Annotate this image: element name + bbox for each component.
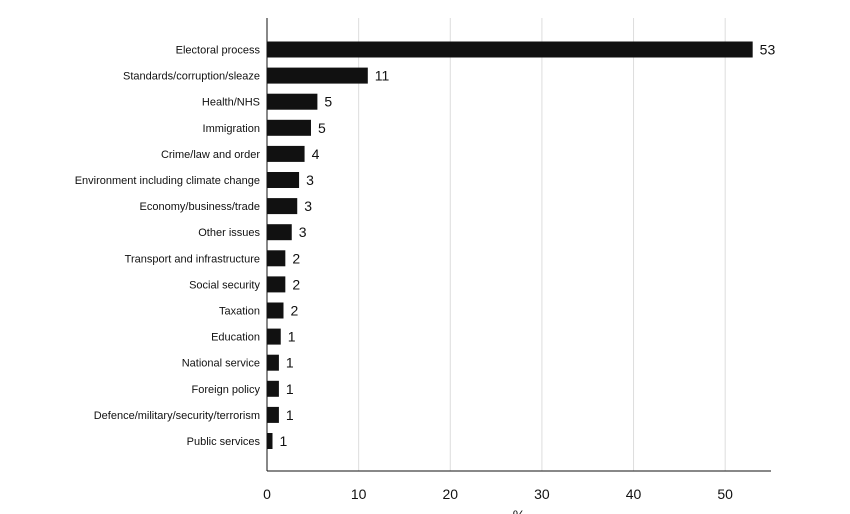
bar xyxy=(267,354,279,371)
data-label: 5 xyxy=(324,94,332,110)
category-label: Environment including climate change xyxy=(75,175,260,187)
bar xyxy=(267,145,305,162)
category-labels: Electoral process Standards/corruption/sl… xyxy=(75,45,261,449)
data-label: 3 xyxy=(306,172,314,188)
category-label: Defence/military/security/terrorism xyxy=(94,410,260,422)
x-tick-label: 50 xyxy=(717,486,733,502)
x-tick-label: 20 xyxy=(442,486,458,502)
x-tick-labels: 0 10 20 30 40 50 xyxy=(263,486,733,502)
category-label: Health/NHS xyxy=(202,97,260,109)
category-label: Transport and infrastructure xyxy=(125,253,260,265)
data-label: 2 xyxy=(292,250,300,266)
category-label: Other issues xyxy=(198,227,260,239)
bar xyxy=(267,198,298,215)
category-label: Standards/corruption/sleaze xyxy=(123,71,260,83)
bar xyxy=(267,250,286,267)
bar xyxy=(267,328,281,345)
category-label: Social security xyxy=(189,279,260,291)
x-tick-label: 30 xyxy=(534,486,550,502)
bar xyxy=(267,93,318,110)
bar xyxy=(267,67,368,84)
x-tick-label: 40 xyxy=(626,486,642,502)
data-label: 53 xyxy=(760,42,776,58)
bars xyxy=(267,41,753,449)
data-label: 1 xyxy=(288,329,296,345)
category-label: Economy/business/trade xyxy=(140,201,260,213)
x-tick-label: 10 xyxy=(351,486,367,502)
bar xyxy=(267,119,311,136)
data-label: 11 xyxy=(375,68,390,84)
bar xyxy=(267,224,292,241)
data-label: 1 xyxy=(286,381,294,397)
x-tick-label: 0 xyxy=(263,486,271,502)
bar xyxy=(267,406,279,423)
category-label: Taxation xyxy=(219,306,260,318)
x-axis-title: % xyxy=(513,507,525,514)
bar xyxy=(267,172,300,188)
data-label: 3 xyxy=(299,224,307,240)
axes xyxy=(266,18,771,472)
category-label: Education xyxy=(211,332,260,344)
data-label: 3 xyxy=(304,198,312,214)
bar xyxy=(267,41,753,58)
data-label: 2 xyxy=(290,303,298,319)
category-label: Electoral process xyxy=(176,45,261,57)
bar xyxy=(267,276,286,293)
category-label: Crime/law and order xyxy=(161,149,260,161)
grid-lines xyxy=(358,18,726,471)
bar xyxy=(267,302,284,319)
category-label: Foreign policy xyxy=(192,384,261,396)
category-label: Immigration xyxy=(203,123,260,135)
data-label: 2 xyxy=(292,276,300,292)
bar xyxy=(267,433,273,449)
data-label: 1 xyxy=(286,407,294,423)
data-label: 1 xyxy=(286,355,294,371)
data-label: 1 xyxy=(279,433,287,449)
data-label: 5 xyxy=(318,120,326,136)
category-label: National service xyxy=(182,358,260,370)
category-label: Public services xyxy=(187,436,261,448)
data-label: 4 xyxy=(312,146,320,162)
bar xyxy=(267,380,279,397)
